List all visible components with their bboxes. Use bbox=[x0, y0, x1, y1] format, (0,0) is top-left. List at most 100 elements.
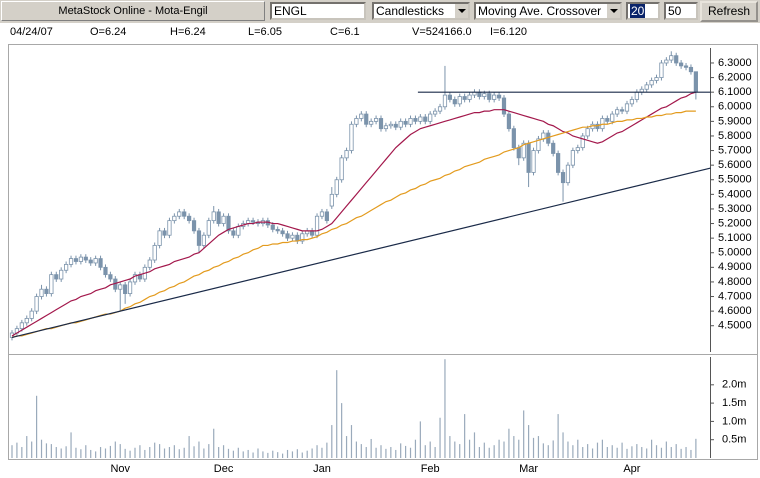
candle-body bbox=[619, 109, 625, 112]
short-period-input[interactable]: 20 bbox=[626, 2, 660, 20]
candle-body bbox=[452, 99, 457, 105]
candle-body bbox=[364, 113, 369, 125]
volume-bar bbox=[405, 445, 407, 458]
candle-body bbox=[78, 256, 83, 262]
candle-body bbox=[580, 135, 585, 149]
info-volume: V=524166.0 bbox=[412, 26, 472, 38]
volume-bar bbox=[114, 441, 116, 458]
moving-average-line bbox=[11, 110, 696, 338]
x-tick-label: Mar bbox=[519, 463, 538, 475]
indicator-select[interactable]: Moving Ave. Crossover bbox=[474, 2, 622, 20]
info-date: 04/24/07 bbox=[10, 26, 53, 38]
volume-bar bbox=[655, 445, 658, 458]
volume-tick-label: 1.0m bbox=[722, 415, 746, 427]
volume-bar bbox=[587, 444, 589, 458]
candle-body bbox=[349, 123, 354, 151]
volume-bar bbox=[183, 447, 185, 458]
volume-bar bbox=[434, 447, 436, 458]
candle-body bbox=[433, 110, 438, 115]
volume-bar bbox=[409, 447, 412, 458]
candle-body bbox=[496, 94, 502, 99]
candle-body bbox=[191, 220, 197, 232]
y-tick-label: 4.5000 bbox=[718, 320, 752, 332]
candle-body bbox=[344, 150, 349, 159]
volume-bar bbox=[75, 447, 77, 458]
volume-bar bbox=[680, 448, 682, 458]
candle-body bbox=[54, 274, 59, 280]
candle-body bbox=[388, 123, 393, 127]
volume-bar bbox=[400, 443, 402, 458]
candle-body bbox=[442, 94, 448, 108]
candle-body bbox=[196, 230, 202, 246]
chart-style-select[interactable]: Candlesticks bbox=[372, 2, 470, 20]
candle-body bbox=[310, 230, 315, 236]
refresh-button[interactable]: Refresh bbox=[700, 1, 758, 22]
volume-bar bbox=[660, 447, 663, 458]
volume-bar bbox=[208, 444, 210, 458]
candle-body bbox=[324, 211, 329, 222]
volume-bar bbox=[232, 450, 234, 458]
volume-bar bbox=[188, 436, 190, 458]
volume-bar bbox=[365, 447, 367, 458]
y-tick-label: 5.7000 bbox=[718, 144, 752, 156]
candle-body bbox=[300, 233, 305, 242]
volume-bar bbox=[572, 445, 574, 458]
candle-body bbox=[275, 228, 280, 232]
volume-bar bbox=[109, 445, 111, 458]
volume-bar bbox=[601, 439, 603, 458]
candle-body bbox=[231, 230, 236, 236]
chart-style-value: Candlesticks bbox=[376, 4, 445, 18]
volume-bar bbox=[65, 446, 67, 458]
candle-body bbox=[29, 310, 34, 319]
candle-body bbox=[49, 274, 54, 295]
volume-bar bbox=[237, 447, 239, 458]
volume-bar bbox=[375, 447, 377, 458]
candle-body bbox=[378, 118, 384, 130]
candle-body bbox=[226, 215, 231, 232]
y-tick-label: 4.9000 bbox=[718, 261, 752, 273]
volume-bar bbox=[60, 448, 62, 458]
candle-body bbox=[334, 179, 339, 195]
y-tick-label: 6.0000 bbox=[718, 101, 752, 113]
candle-body bbox=[447, 94, 452, 100]
volume-bar bbox=[350, 425, 353, 458]
candle-body bbox=[418, 116, 423, 122]
volume-bar bbox=[144, 449, 146, 458]
dropdown-arrow[interactable] bbox=[606, 4, 620, 18]
volume-bar bbox=[641, 447, 643, 458]
volume-bar bbox=[513, 436, 515, 458]
candle-body bbox=[624, 103, 630, 112]
candle-body bbox=[383, 125, 389, 130]
candle-body bbox=[123, 284, 128, 295]
volume-bar bbox=[203, 448, 205, 458]
volume-bar bbox=[262, 451, 264, 458]
volume-bar bbox=[631, 446, 633, 458]
info-close: C=6.1 bbox=[330, 26, 360, 38]
candle-body bbox=[501, 97, 507, 115]
y-tick-label: 4.8000 bbox=[718, 276, 752, 288]
candle-body bbox=[511, 128, 516, 149]
candle-body bbox=[634, 91, 639, 100]
y-tick-label: 5.4000 bbox=[718, 188, 752, 200]
candle-body bbox=[19, 322, 24, 330]
volume-bar bbox=[562, 432, 564, 458]
y-tick-label: 4.7000 bbox=[718, 290, 752, 302]
candle-body bbox=[506, 113, 512, 130]
candle-body bbox=[127, 281, 133, 295]
candle-body bbox=[688, 66, 694, 73]
symbol-input[interactable]: ENGL bbox=[270, 2, 366, 20]
y-tick-label: 5.9000 bbox=[718, 115, 752, 127]
candle-body bbox=[428, 113, 433, 122]
volume-bar bbox=[611, 445, 613, 458]
volume-bar bbox=[621, 442, 623, 458]
volume-bar bbox=[523, 410, 525, 458]
indicator-value: Moving Ave. Crossover bbox=[478, 4, 602, 18]
candle-body bbox=[354, 118, 359, 125]
long-period-input[interactable]: 50 bbox=[664, 2, 698, 20]
dropdown-arrow[interactable] bbox=[454, 4, 468, 18]
long-period-value: 50 bbox=[668, 4, 682, 18]
candle-body bbox=[565, 164, 571, 184]
candle-body bbox=[182, 211, 187, 217]
volume-bar bbox=[498, 439, 500, 458]
